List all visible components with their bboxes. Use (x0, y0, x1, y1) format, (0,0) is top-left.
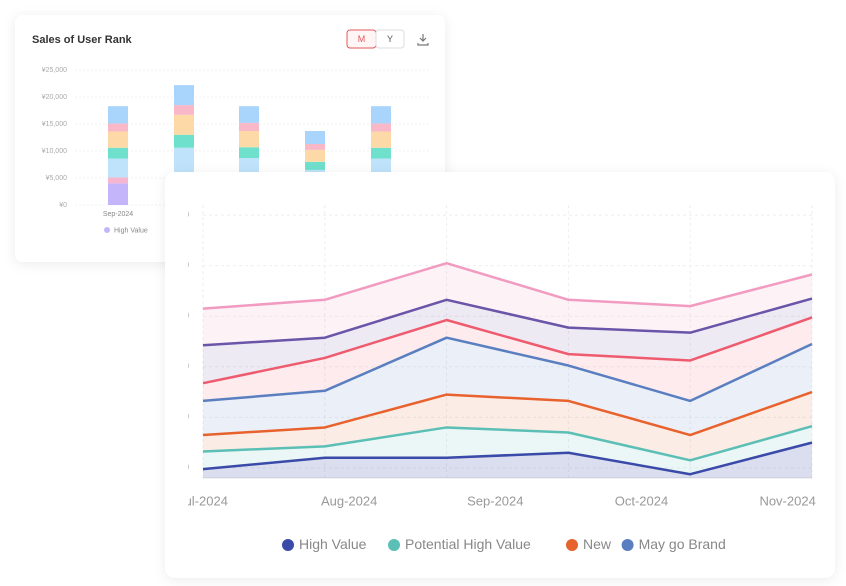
bar-segment (371, 123, 391, 132)
series-line (202, 336, 813, 403)
bar-segment (108, 158, 128, 178)
x-tick-label: Jul-2024 (178, 493, 228, 508)
series-line (202, 261, 813, 310)
y-tick-label: 40 (176, 359, 190, 373)
bar-segment (305, 161, 325, 170)
series-line (202, 390, 813, 437)
bar-segment (174, 114, 194, 135)
legend-label: High Value (299, 536, 367, 552)
bar-segment (239, 131, 259, 148)
bar-segment (305, 143, 325, 150)
bar-segment (174, 105, 194, 115)
y-tick-label: ¥10,000 (42, 148, 67, 155)
x-tick-label: Sep-2024 (103, 211, 133, 218)
bar-segment (239, 106, 259, 123)
area-fill (203, 263, 812, 346)
series-line (202, 297, 813, 347)
toggle-label[interactable]: Y (387, 34, 393, 44)
legend-label: New (583, 536, 612, 552)
bar-segment (305, 149, 325, 162)
area-fill (203, 337, 812, 436)
y-tick-label: 100 (169, 207, 189, 221)
legend-label: High Value (114, 227, 148, 234)
bar-segment (108, 123, 128, 132)
bar-segment (108, 106, 128, 124)
x-tick-label: Aug-2024 (321, 493, 377, 508)
y-tick-label: ¥25,000 (42, 67, 67, 74)
legend-dot (566, 539, 578, 551)
toggle-button[interactable] (375, 29, 405, 49)
bar-segment (305, 131, 325, 144)
bar-segment (174, 85, 194, 106)
x-tick-label: Sep-2024 (467, 493, 523, 508)
bar-segment (108, 183, 128, 205)
legend-label: Potential High Value (405, 536, 531, 552)
bar-segment (371, 147, 391, 159)
series-line (202, 316, 813, 385)
series-line (202, 441, 813, 476)
legend-dot (104, 227, 110, 233)
bar-segment (239, 122, 259, 132)
chart-title: Sales of User Rank (32, 34, 133, 46)
legend-dot (621, 539, 634, 551)
area-fill (203, 392, 812, 461)
x-tick-label: Oct-2024 (615, 493, 668, 508)
legend-label: May go Brand (639, 536, 726, 552)
x-tick-label: Nov-2024 (759, 493, 815, 508)
plot: 0 20 40 60 80 100 Jul-2024 Aug-2024 Sep-2024 Oct-… (169, 205, 816, 508)
bar-segment (108, 131, 128, 148)
bar-segment (371, 131, 391, 148)
card (165, 172, 835, 578)
toggle-label[interactable]: M (358, 34, 366, 44)
y-tick-label: 80 (176, 258, 190, 272)
bar-segment (239, 147, 259, 159)
front-card: 0 20 40 60 80 100 Jul-2024 Aug-2024 Sep-2024 Oct-… (165, 172, 835, 578)
y-tick-label: 60 (176, 308, 190, 322)
legend-dot (388, 539, 400, 551)
bar-segment (108, 177, 128, 184)
bar-segment (174, 134, 194, 148)
y-tick-label: 20 (176, 410, 190, 424)
y-tick-label: ¥20,000 (42, 94, 67, 101)
y-tick-label: ¥15,000 (42, 121, 67, 128)
area-fill (203, 298, 812, 384)
y-tick-label: ¥0 (59, 202, 67, 209)
y-tick-label: ¥5,000 (46, 175, 68, 182)
bar-segment (174, 147, 194, 175)
bar-segment (371, 106, 391, 124)
legend-dot (282, 539, 294, 551)
download-icon[interactable] (417, 34, 429, 46)
area-fill (203, 426, 812, 475)
series-line (202, 424, 813, 462)
area-fill (203, 317, 812, 401)
bar-segment (108, 147, 128, 159)
y-tick-label: 0 (182, 460, 189, 474)
